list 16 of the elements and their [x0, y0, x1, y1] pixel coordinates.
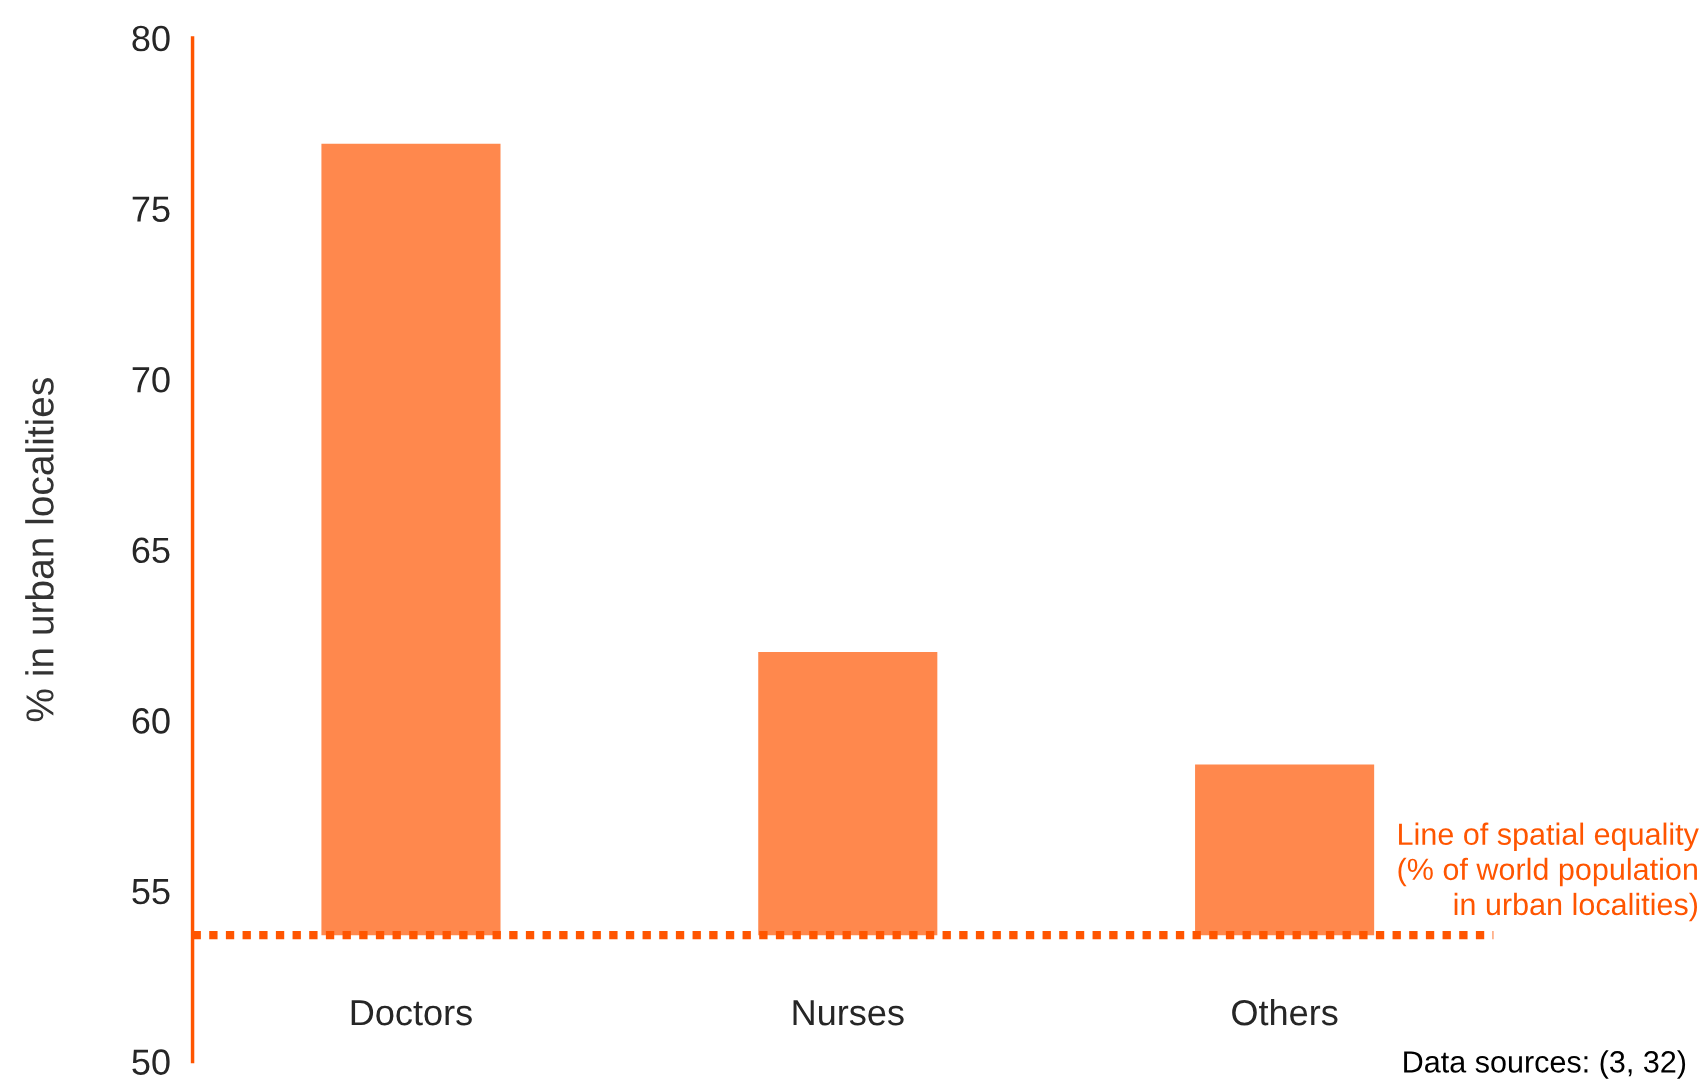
y-axis-title: % in urban localities [25, 378, 54, 722]
y-tick-label: 70 [132, 366, 170, 393]
x-tick-label: Others [1232, 998, 1338, 1026]
y-tick-label: 65 [132, 537, 170, 564]
x-tick-label: Nurses [793, 1000, 904, 1026]
y-tick-label: 80 [132, 25, 170, 52]
y-tick-label: 60 [132, 708, 170, 734]
bar [758, 652, 938, 936]
bar [1195, 764, 1375, 936]
bar [321, 143, 501, 936]
y-tick-label: 75 [132, 196, 170, 222]
x-tick-label: Doctors [351, 1000, 472, 1026]
annotation: Data sources: (3, 32) [1404, 1050, 1686, 1079]
y-tick-label: 55 [132, 879, 170, 905]
y-tick-label: 50 [132, 1049, 170, 1075]
ref-line-label: Line of spatial equality (% of world population in urban localities) [1398, 822, 1699, 922]
